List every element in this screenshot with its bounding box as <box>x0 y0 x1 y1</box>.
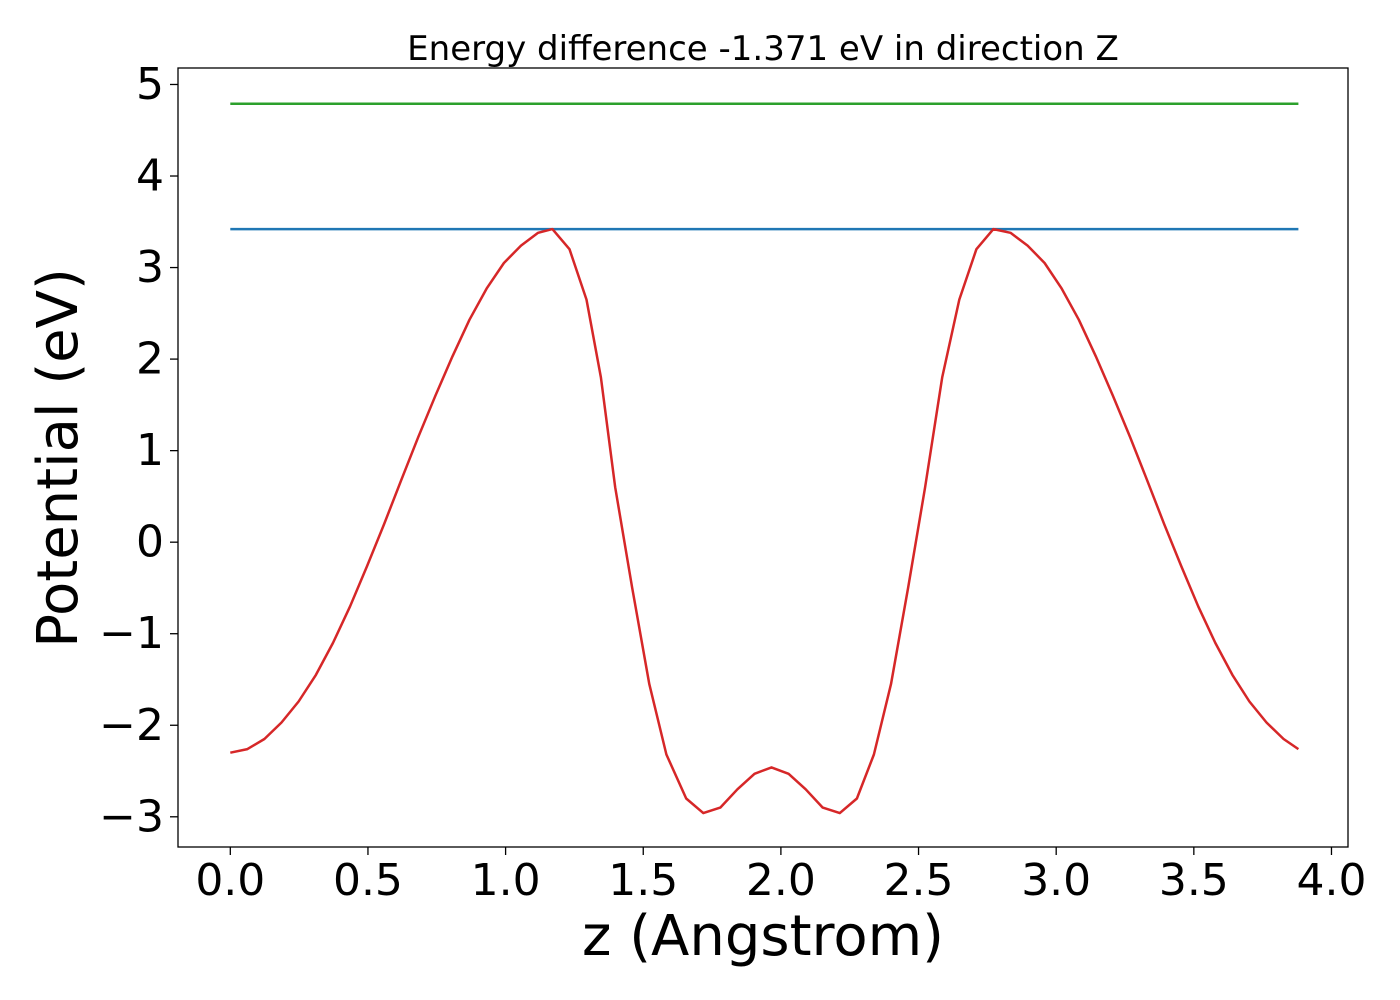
y-tick-label: −2 <box>99 700 164 751</box>
x-tick-label: 0.5 <box>333 855 403 906</box>
x-tick-label: 2.0 <box>746 855 816 906</box>
x-axis-label: z (Angstrom) <box>582 904 944 969</box>
x-tick-label: 2.5 <box>884 855 954 906</box>
series-layer <box>230 102 1300 815</box>
y-tick-label: 3 <box>136 242 164 293</box>
y-tick-label: 4 <box>136 151 164 202</box>
y-axis: −3 −2 −1 0 1 2 3 4 5 <box>99 59 178 842</box>
y-tick-label: 0 <box>136 517 164 568</box>
x-tick-label: 3.0 <box>1021 855 1091 906</box>
series-line-2 <box>230 227 1300 815</box>
chart-title: Energy difference -1.371 eV in direction… <box>407 29 1119 69</box>
x-tick-label: 1.5 <box>608 855 678 906</box>
x-tick-label: 1.0 <box>471 855 541 906</box>
x-tick-label: 0.0 <box>195 855 265 906</box>
y-tick-label: 5 <box>136 59 164 110</box>
y-tick-label: −3 <box>99 791 164 842</box>
x-axis: 0.0 0.5 1.0 1.5 2.0 2.5 3.0 3.5 4.0 <box>195 847 1366 906</box>
y-tick-label: 1 <box>136 425 164 476</box>
x-tick-label: 3.5 <box>1159 855 1229 906</box>
y-tick-label: 2 <box>136 334 164 385</box>
y-tick-label: −1 <box>99 608 164 659</box>
y-axis-label: Potential (eV) <box>26 268 91 648</box>
x-tick-label: 4.0 <box>1296 855 1366 906</box>
plot-area-frame <box>177 67 1349 848</box>
